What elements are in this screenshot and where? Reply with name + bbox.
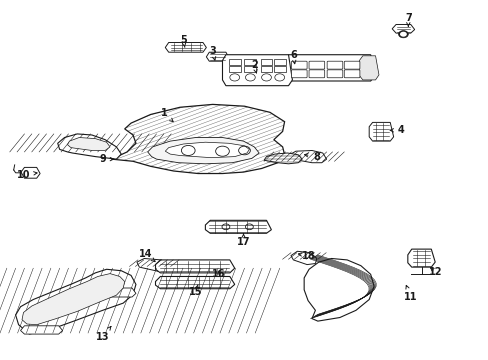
Bar xyxy=(228,59,240,65)
FancyBboxPatch shape xyxy=(326,70,342,78)
FancyBboxPatch shape xyxy=(344,61,359,69)
Text: 6: 6 xyxy=(289,50,296,64)
Polygon shape xyxy=(16,269,136,334)
Polygon shape xyxy=(58,134,121,159)
Polygon shape xyxy=(147,138,259,164)
Polygon shape xyxy=(289,150,326,163)
Polygon shape xyxy=(165,42,206,52)
Text: 7: 7 xyxy=(404,13,411,26)
Text: 13: 13 xyxy=(96,327,111,342)
Bar xyxy=(244,66,256,72)
Polygon shape xyxy=(222,55,292,86)
Polygon shape xyxy=(283,55,375,81)
FancyBboxPatch shape xyxy=(291,70,306,78)
Text: 1: 1 xyxy=(160,108,173,122)
FancyBboxPatch shape xyxy=(308,70,324,78)
Polygon shape xyxy=(391,24,414,33)
Circle shape xyxy=(399,32,406,37)
Bar xyxy=(244,59,256,65)
Bar xyxy=(228,66,240,72)
Polygon shape xyxy=(137,258,168,272)
Polygon shape xyxy=(407,249,434,267)
Text: 8: 8 xyxy=(304,152,320,162)
Circle shape xyxy=(398,31,407,38)
FancyBboxPatch shape xyxy=(344,70,359,78)
Polygon shape xyxy=(20,326,62,334)
Text: 2: 2 xyxy=(250,60,257,73)
Polygon shape xyxy=(206,52,228,61)
Polygon shape xyxy=(67,138,110,150)
Bar xyxy=(273,59,285,65)
Polygon shape xyxy=(304,258,373,321)
Text: 3: 3 xyxy=(209,46,216,60)
Polygon shape xyxy=(21,167,40,178)
Text: 10: 10 xyxy=(17,170,37,180)
Polygon shape xyxy=(155,260,234,273)
Text: 11: 11 xyxy=(403,285,417,302)
FancyBboxPatch shape xyxy=(291,61,306,69)
Bar xyxy=(260,59,272,65)
Polygon shape xyxy=(165,142,249,158)
Polygon shape xyxy=(111,104,284,174)
Bar xyxy=(260,66,272,72)
Text: 16: 16 xyxy=(212,269,225,279)
Text: 15: 15 xyxy=(188,284,202,297)
Polygon shape xyxy=(290,251,316,265)
Text: 12: 12 xyxy=(427,267,441,277)
Polygon shape xyxy=(22,274,124,325)
Text: 14: 14 xyxy=(139,249,155,262)
Text: 9: 9 xyxy=(99,154,113,164)
Polygon shape xyxy=(368,122,393,141)
Text: 4: 4 xyxy=(389,125,404,135)
Polygon shape xyxy=(264,153,302,164)
Polygon shape xyxy=(99,288,136,297)
Bar xyxy=(273,66,285,72)
FancyBboxPatch shape xyxy=(308,61,324,69)
FancyBboxPatch shape xyxy=(326,61,342,69)
Polygon shape xyxy=(155,276,234,289)
Text: 5: 5 xyxy=(180,35,186,48)
Text: 18: 18 xyxy=(298,251,315,261)
Polygon shape xyxy=(359,56,378,80)
Polygon shape xyxy=(205,220,271,233)
Text: 17: 17 xyxy=(236,234,250,247)
